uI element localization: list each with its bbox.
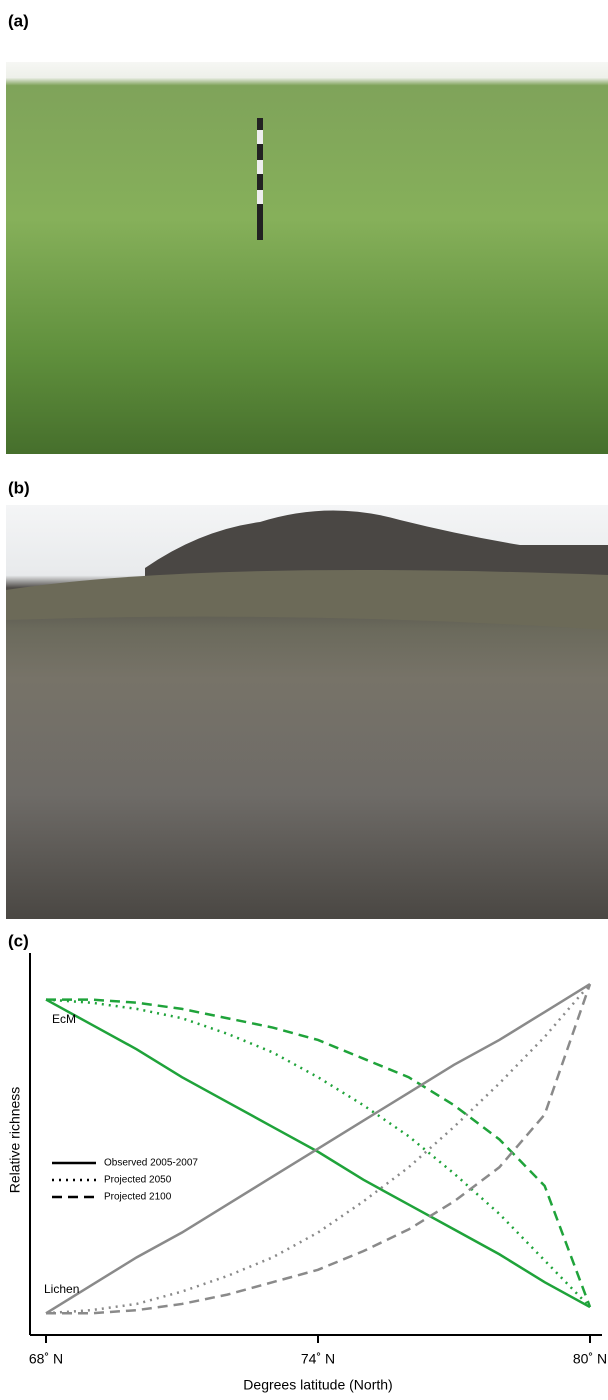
series-line: [46, 1000, 590, 1307]
legend-label: Observed 2005-2007: [104, 1158, 198, 1169]
scale-pole-stripe: [257, 130, 263, 144]
panel-label: (c): [8, 931, 29, 950]
figure: (a) (b) (c) Relative richness Degrees la…: [0, 0, 608, 1395]
panel-label: (b): [8, 478, 30, 497]
y-axis-label: Relative richness: [7, 1087, 23, 1194]
photo-meadow: [6, 62, 608, 454]
scale-pole-stripe: [257, 160, 263, 174]
series-label: Lichen: [44, 1282, 79, 1296]
scale-pole-stripe: [257, 190, 263, 204]
x-tick-label: 80˚ N: [573, 1351, 607, 1367]
x-tick-label: 68˚ N: [29, 1351, 63, 1367]
legend-label: Projected 2100: [104, 1192, 172, 1203]
x-axis-label: Degrees latitude (North): [243, 1377, 392, 1393]
series-label: EcM: [52, 1012, 76, 1026]
page: {"panels": {"a": "(a)", "b": "(b)", "c":…: [0, 0, 608, 1395]
x-tick-label: 74˚ N: [301, 1351, 335, 1367]
panel-label: (a): [8, 11, 29, 30]
legend-label: Projected 2050: [104, 1175, 172, 1186]
